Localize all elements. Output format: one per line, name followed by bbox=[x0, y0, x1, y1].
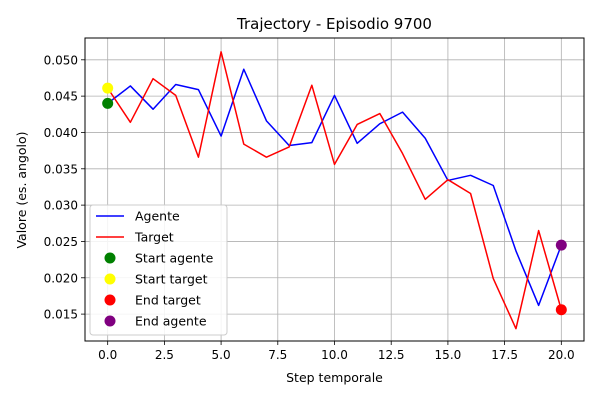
y-tick-label: 0.020 bbox=[44, 271, 78, 285]
y-tick-label: 0.050 bbox=[44, 53, 78, 67]
y-tick-label: 0.015 bbox=[44, 308, 78, 322]
y-tick-label: 0.045 bbox=[44, 90, 78, 104]
legend-swatch-dot bbox=[104, 315, 116, 327]
x-tick-label: 17.5 bbox=[491, 348, 518, 362]
legend-swatch-dot bbox=[104, 273, 116, 285]
y-tick-label: 0.025 bbox=[44, 235, 78, 249]
x-tick-label: 12.5 bbox=[378, 348, 405, 362]
x-tick-label: 5.0 bbox=[212, 348, 231, 362]
marker-end-agente bbox=[555, 239, 567, 251]
x-tick-label: 2.5 bbox=[155, 348, 174, 362]
series-group bbox=[107, 51, 563, 330]
x-tick-label: 15.0 bbox=[435, 348, 462, 362]
legend-label: Target bbox=[134, 230, 174, 245]
legend-label: End target bbox=[135, 293, 201, 308]
marker-end-target bbox=[555, 304, 567, 316]
y-axis-ticks: 0.015 0.020 0.025 0.030 0.035 0.040 0.045 0.050 bbox=[44, 53, 85, 322]
marker-start-target bbox=[102, 82, 114, 94]
legend-label: Start target bbox=[135, 272, 208, 287]
markers-group bbox=[102, 82, 567, 316]
legend-box bbox=[89, 204, 228, 336]
y-tick-label: 0.030 bbox=[44, 199, 78, 213]
x-axis-ticks: 0.0 2.5 5.0 7.5 10.0 12.5 15.0 17.5 20.0 bbox=[98, 341, 575, 362]
y-tick-label: 0.035 bbox=[44, 162, 78, 176]
x-tick-label: 7.5 bbox=[268, 348, 287, 362]
marker-start-agente bbox=[102, 97, 114, 109]
x-axis-label: Step temporale bbox=[286, 370, 383, 385]
x-tick-label: 0.0 bbox=[98, 348, 117, 362]
legend-label: Agente bbox=[135, 209, 180, 224]
legend-label: Start agente bbox=[135, 251, 214, 266]
legend-swatch-dot bbox=[104, 252, 116, 264]
grid-lines bbox=[85, 38, 584, 341]
legend-swatch-dot bbox=[104, 294, 116, 306]
y-tick-label: 0.040 bbox=[44, 126, 78, 140]
series-line-target bbox=[107, 51, 563, 330]
x-tick-label: 20.0 bbox=[548, 348, 575, 362]
series-line-agente bbox=[107, 68, 563, 307]
y-axis-label: Valore (es. angolo) bbox=[14, 131, 29, 248]
legend-label: End agente bbox=[135, 314, 207, 329]
legend: Agente Target Start agente Start target End … bbox=[89, 204, 228, 336]
x-tick-label: 10.0 bbox=[321, 348, 348, 362]
chart-title: Trajectory - Episodio 9700 bbox=[236, 15, 432, 33]
